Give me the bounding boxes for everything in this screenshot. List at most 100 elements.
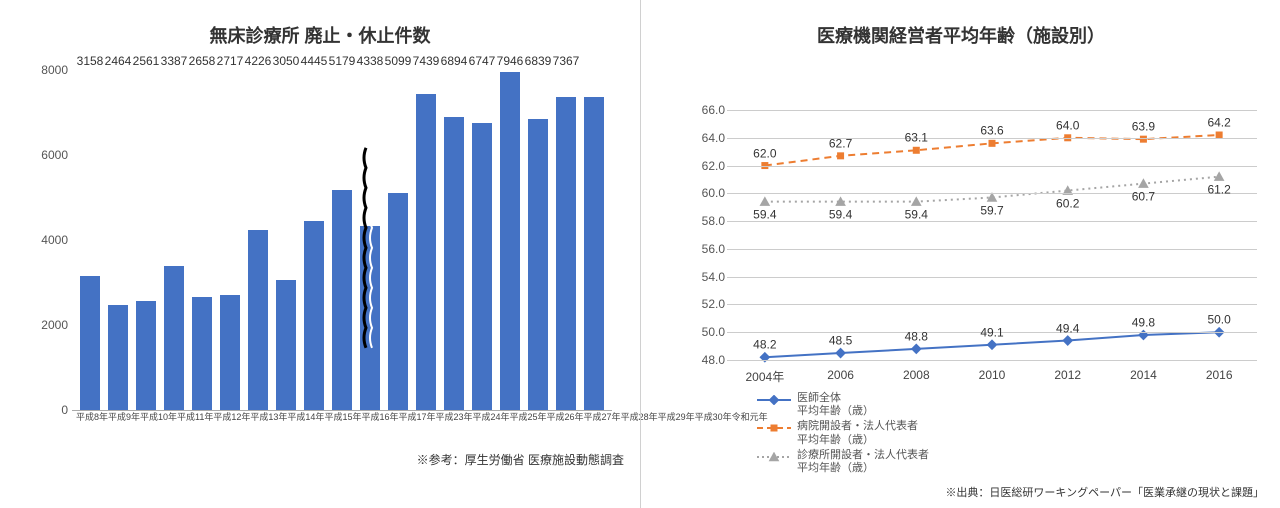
line-ytick: 60.0	[685, 186, 725, 200]
bar-category-row: 平成8年平成9年平成10年平成11年平成12年平成13年平成14年平成15年平成…	[76, 410, 608, 430]
line-chart-panel: 医療機関経営者平均年齢（施設別） 48.050.052.054.056.058.…	[640, 0, 1280, 508]
bar-column	[580, 70, 608, 410]
bar-column: 3158	[76, 70, 104, 410]
bar-value-label: 7439	[413, 54, 440, 68]
point-label: 63.9	[1132, 120, 1155, 134]
line-chart-note: ※出典：日医総研ワーキングペーパー「医業承継の現状と課題」	[945, 484, 1264, 500]
bar-category-label: 平成25年	[510, 410, 547, 430]
legend-label: 病院開設者・法人代表者平均年齢（歳）	[797, 420, 918, 446]
line-chart-plot: 48.050.052.054.056.058.060.062.064.066.0…	[727, 110, 1257, 360]
point-label: 50.0	[1207, 313, 1230, 327]
legend-item: 医師全体平均年齢（歳）	[757, 392, 929, 418]
bar-category-label: 平成8年	[76, 410, 108, 430]
bar-column: 4226	[244, 70, 272, 410]
series-marker	[913, 147, 920, 154]
bar-category-label: 平成14年	[287, 410, 324, 430]
bar-rect	[500, 72, 520, 410]
bar-chart-title: 無床診療所 廃止・休止件数	[0, 22, 640, 48]
bar-column: 4338	[356, 70, 384, 410]
bar-column: 2561	[132, 70, 160, 410]
bar-column: 3387	[160, 70, 188, 410]
point-label: 49.4	[1056, 321, 1079, 335]
bar-column: 7367	[552, 70, 580, 410]
legend-swatch	[757, 395, 791, 405]
point-label: 64.2	[1207, 115, 1230, 129]
bar-ytick: 2000	[28, 318, 68, 332]
line-gridline	[727, 221, 1257, 222]
bar-category-label: 平成16年	[361, 410, 398, 430]
bar-value-label: 4338	[357, 54, 384, 68]
line-ytick: 56.0	[685, 242, 725, 256]
bar-column: 6894	[440, 70, 468, 410]
line-chart-title: 医療機関経営者平均年齢（施設別）	[641, 22, 1280, 48]
bar-rect	[416, 94, 436, 410]
line-category-label: 2006	[803, 368, 879, 386]
series-marker	[1062, 335, 1073, 346]
bar-rect	[444, 117, 464, 410]
bar-value-label: 5179	[329, 54, 356, 68]
series-marker	[911, 196, 922, 206]
series-marker	[835, 348, 846, 359]
series-marker	[1138, 178, 1149, 188]
bar-category-label: 平成11年	[177, 410, 213, 430]
series-marker	[989, 140, 996, 147]
bar-rect	[528, 119, 548, 410]
bar-value-label: 7367	[553, 54, 580, 68]
series-marker	[760, 196, 771, 206]
legend-item: 病院開設者・法人代表者平均年齢（歳）	[757, 420, 929, 446]
line-ytick: 52.0	[685, 297, 725, 311]
bar-rect	[556, 97, 576, 410]
bar-value-label: 2561	[133, 54, 160, 68]
line-gridline	[727, 166, 1257, 167]
bar-rect	[360, 226, 380, 410]
line-gridline	[727, 360, 1257, 361]
bar-category-label: 平成17年	[398, 410, 435, 430]
point-label: 61.2	[1207, 182, 1230, 196]
bar-value-label: 3158	[77, 54, 104, 68]
line-chart-svg	[727, 110, 1257, 360]
bar-chart-panel: 無床診療所 廃止・休止件数 31582464256133872658271742…	[0, 0, 640, 508]
bar-column: 6839	[524, 70, 552, 410]
legend-label: 医師全体平均年齢（歳）	[797, 392, 874, 418]
line-ytick: 54.0	[685, 270, 725, 284]
point-label: 49.8	[1132, 315, 1155, 329]
line-category-label: 2010	[954, 368, 1030, 386]
bar-ytick: 8000	[28, 63, 68, 77]
point-label: 60.7	[1132, 189, 1155, 203]
bar-column: 2658	[188, 70, 216, 410]
series-marker	[1138, 330, 1149, 341]
bar-column: 6747	[468, 70, 496, 410]
bars-row: 3158246425613387265827174226305044455179…	[76, 70, 608, 410]
bar-category-label: 平成24年	[473, 410, 510, 430]
bar-rect	[136, 301, 156, 410]
point-label: 59.4	[829, 207, 852, 221]
point-label: 64.0	[1056, 118, 1079, 132]
bar-value-label: 3387	[161, 54, 188, 68]
point-label: 59.4	[905, 207, 928, 221]
line-gridline	[727, 304, 1257, 305]
line-gridline	[727, 277, 1257, 278]
line-ytick: 48.0	[685, 353, 725, 367]
bar-value-label: 3050	[273, 54, 300, 68]
series-marker	[837, 152, 844, 159]
line-category-label: 2004年	[727, 368, 803, 386]
bar-value-label: 2464	[105, 54, 132, 68]
line-gridline	[727, 193, 1257, 194]
line-ytick: 64.0	[685, 131, 725, 145]
bar-ytick: 0	[28, 403, 68, 417]
legend-item: 診療所開設者・法人代表者平均年齢（歳）	[757, 449, 929, 475]
legend-swatch	[757, 452, 791, 462]
point-label: 60.2	[1056, 196, 1079, 210]
series-marker	[987, 339, 998, 350]
point-label: 62.7	[829, 136, 852, 150]
bar-rect	[220, 295, 240, 410]
line-chart-legend: 医師全体平均年齢（歳）病院開設者・法人代表者平均年齢（歳） 診療所開設者・法人代表…	[757, 392, 929, 477]
bar-rect	[80, 276, 100, 410]
line-gridline	[727, 249, 1257, 250]
line-category-label: 2014	[1106, 368, 1182, 386]
bar-value-label: 6839	[525, 54, 552, 68]
bar-value-label: 7946	[497, 54, 524, 68]
bar-chart-plot: 3158246425613387265827174226305044455179…	[72, 70, 612, 410]
bar-rect	[388, 193, 408, 410]
bar-chart-note: ※参考：厚生労働省 医療施設動態調査	[417, 451, 624, 468]
